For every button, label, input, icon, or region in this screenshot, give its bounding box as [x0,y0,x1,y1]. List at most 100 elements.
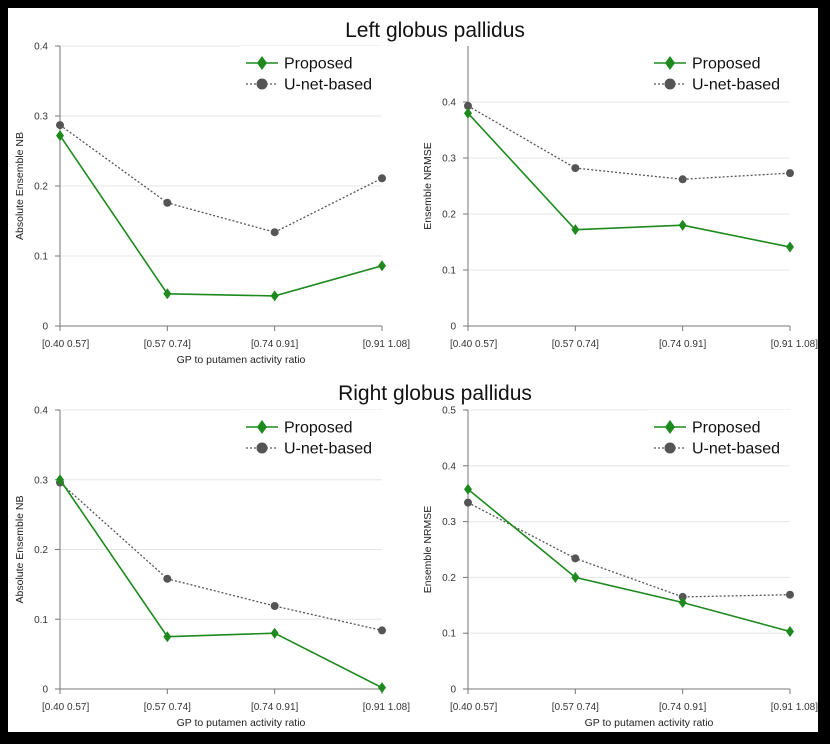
x-tick-label: [0.91 1.08] [363,702,410,713]
data-point-unet-based [571,164,580,173]
data-point-proposed [163,288,172,300]
data-point-unet-based [464,498,472,507]
data-point-proposed [464,107,472,119]
legend-marker-unet-based [664,78,676,90]
series-line-unet-based [467,105,791,180]
data-point-unet-based [163,574,172,583]
x-tick-label: [0.57 0.74] [144,339,191,350]
legend-marker-proposed [257,56,267,70]
x-axis-title: GP to putamen activity ratio [177,354,306,366]
legend-label-proposed: Proposed [284,420,353,437]
charts-layer: 0 0.1 0.2 0.3 0.4 [0.40 0.57] [0.57 0.74] [0.74… [14,42,818,730]
data-point-unet-based [786,590,794,599]
data-point-proposed [678,219,687,231]
x-tick-label: [0.40 0.57] [450,702,497,713]
series-line-unet-based [59,124,383,233]
y-tick-label: 0.1 [34,615,48,626]
legend-marker-proposed [257,420,267,434]
data-point-unet-based [56,121,64,130]
y-tick-label: 0.3 [34,475,48,486]
data-point-unet-based [464,101,472,110]
data-point-proposed [270,627,279,639]
data-point-proposed [378,682,386,694]
chart-2: 0 0.1 0.2 0.3 0.4 [0.40 0.57] [0.57 0.74] [0.74… [422,46,818,350]
x-axis-title: GP to putamen activity ratio [585,717,714,729]
x-tick-label: [0.40 0.57] [450,339,497,350]
data-point-unet-based [270,228,279,237]
data-point-proposed [270,290,279,302]
y-tick-label: 0.1 [442,266,456,277]
y-tick-label: 0 [450,685,456,696]
y-axis-title: Ensemble NRMSE [422,142,434,230]
y-tick-label: 0 [42,685,48,696]
y-tick-label: 0.2 [442,210,456,221]
series-line-unet-based [467,502,791,598]
legend-label-unet-based: U-net-based [692,77,780,94]
section-title-right: Right globus pallidus [338,382,532,405]
chart-1: 0 0.1 0.2 0.3 0.4 [0.40 0.57] [0.57 0.74] [0.74… [14,42,410,367]
chart-4: 0 0.1 0.2 0.3 0.4 0.5 [0.40 0.57] [0.57 0.74] [0… [422,406,818,730]
x-tick-label: [0.40 0.57] [42,702,89,713]
y-axis-title: Absolute Ensemble NB [14,132,26,240]
y-tick-label: 0.5 [442,406,456,417]
x-tick-label: [0.91 1.08] [771,339,818,350]
data-point-proposed [571,571,580,583]
data-point-unet-based [270,601,279,610]
data-point-proposed [786,241,794,253]
legend-label-proposed: Proposed [692,420,761,437]
y-axis-title: Ensemble NRMSE [422,506,434,594]
x-tick-label: [0.40 0.57] [42,339,89,350]
y-tick-label: 0.4 [34,406,48,417]
data-point-unet-based [786,169,794,178]
legend-marker-unet-based [664,442,676,454]
y-axis-title: Absolute Ensemble NB [14,496,26,604]
data-point-unet-based [378,174,386,183]
legend-marker-unet-based [256,78,268,90]
legend-label-unet-based: U-net-based [284,77,372,94]
legend-marker-unet-based [256,442,268,454]
x-tick-label: [0.57 0.74] [552,339,599,350]
figure: Left globus pallidus Right globus pallid… [6,6,820,734]
y-tick-label: 0.1 [34,252,48,263]
series-line-proposed [467,112,791,248]
legend-marker-proposed [665,420,675,434]
x-tick-label: [0.74 0.91] [659,339,706,350]
series-line-proposed [467,488,791,633]
data-point-proposed [571,224,580,236]
data-point-proposed [786,626,794,638]
x-tick-label: [0.74 0.91] [251,702,298,713]
x-tick-label: [0.74 0.91] [251,339,298,350]
data-point-proposed [378,260,386,272]
y-tick-label: 0.2 [34,182,48,193]
x-tick-label: [0.57 0.74] [552,702,599,713]
data-point-unet-based [378,626,386,635]
y-tick-label: 0.4 [442,98,456,109]
x-tick-label: [0.91 1.08] [771,702,818,713]
y-tick-label: 0 [42,322,48,333]
x-tick-label: [0.57 0.74] [144,702,191,713]
legend-marker-proposed [665,56,675,70]
legend-label-unet-based: U-net-based [284,441,372,458]
legend-label-proposed: Proposed [692,56,761,73]
series-line-proposed [59,479,383,689]
y-tick-label: 0 [450,322,456,333]
series-line-proposed [59,135,383,297]
data-point-proposed [56,474,64,486]
x-tick-label: [0.91 1.08] [363,339,410,350]
data-point-unet-based [678,592,687,601]
data-point-proposed [678,597,687,609]
legend-label-unet-based: U-net-based [692,441,780,458]
y-tick-label: 0.3 [442,154,456,165]
y-tick-label: 0.4 [34,42,48,53]
x-axis-title: GP to putamen activity ratio [177,717,306,729]
legend-label-proposed: Proposed [284,56,353,73]
series-line-unet-based [59,482,383,632]
y-tick-label: 0.2 [34,545,48,556]
y-tick-label: 0.3 [34,112,48,123]
data-point-proposed [464,483,472,495]
y-tick-label: 0.2 [442,573,456,584]
data-point-unet-based [678,175,687,184]
section-title-left: Left globus pallidus [345,19,525,42]
y-tick-label: 0.1 [442,629,456,640]
data-point-unet-based [163,198,172,207]
